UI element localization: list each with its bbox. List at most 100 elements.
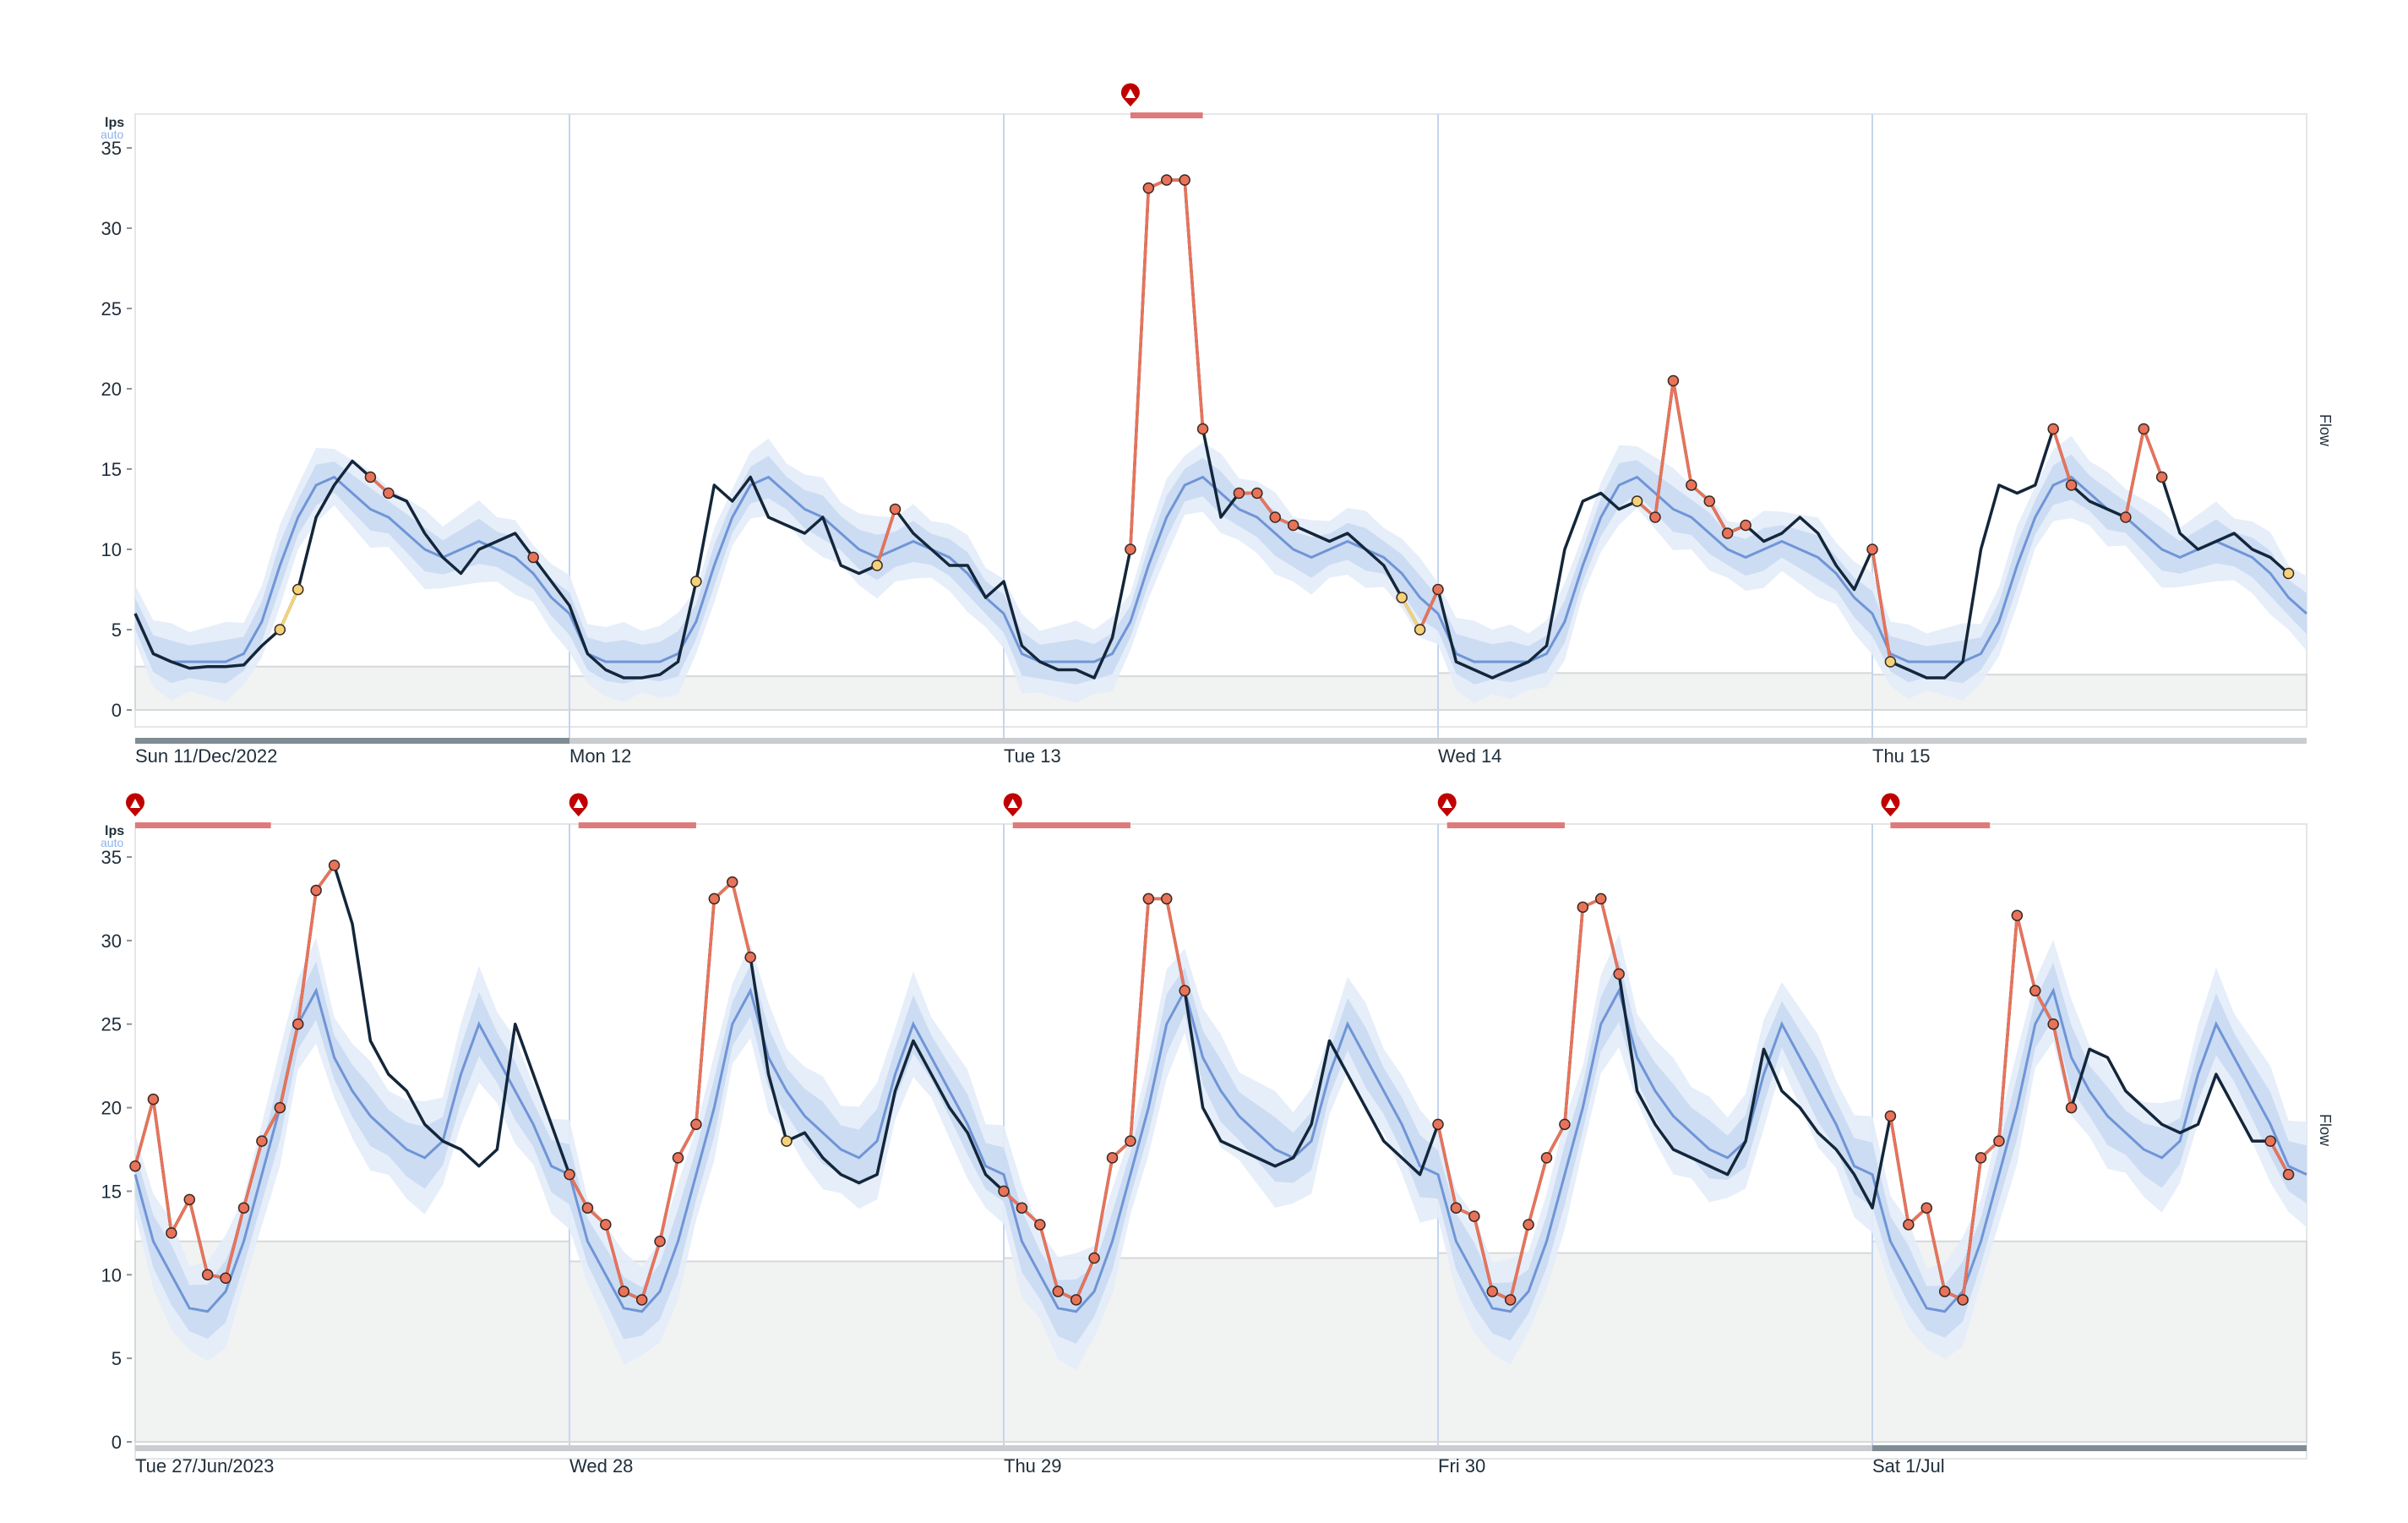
y-scale-mode[interactable]: auto (101, 836, 123, 849)
alarm-marker-icon[interactable] (569, 793, 588, 816)
day-range-bar[interactable] (569, 1445, 1004, 1451)
anomaly-point-high[interactable] (1595, 893, 1607, 905)
anomaly-point-high[interactable] (1161, 893, 1173, 905)
anomaly-point-high[interactable] (744, 951, 756, 963)
anomaly-point-high[interactable] (1034, 1219, 1046, 1231)
anomaly-point-low[interactable] (1884, 656, 1897, 668)
anomaly-point-high[interactable] (256, 1135, 268, 1147)
alarm-duration-bar[interactable] (1890, 822, 1991, 828)
anomaly-point-high[interactable] (1088, 1252, 1100, 1264)
anomaly-point-high[interactable] (708, 893, 721, 905)
anomaly-point-high[interactable] (1504, 1294, 1517, 1306)
anomaly-point-high[interactable] (220, 1272, 232, 1284)
anomaly-point-high[interactable] (2155, 471, 2168, 483)
anomaly-point-high[interactable] (274, 1101, 286, 1114)
anomaly-point-low[interactable] (1396, 592, 1408, 603)
anomaly-point-high[interactable] (2120, 511, 2132, 523)
day-range-bar[interactable] (1438, 1445, 1872, 1451)
anomaly-point-high[interactable] (581, 1202, 594, 1214)
anomaly-point-high[interactable] (690, 1118, 702, 1131)
anomaly-point-high[interactable] (2065, 1101, 2078, 1114)
anomaly-point-high[interactable] (1179, 174, 1190, 186)
anomaly-point-high[interactable] (1070, 1294, 1082, 1306)
anomaly-point-high[interactable] (1432, 583, 1444, 596)
anomaly-point-high[interactable] (889, 503, 902, 516)
anomaly-point-low[interactable] (274, 624, 286, 636)
anomaly-point-high[interactable] (2029, 985, 2041, 996)
anomaly-point-high[interactable] (383, 487, 395, 499)
y-scale-mode[interactable]: auto (101, 128, 123, 141)
anomaly-point-high[interactable] (1125, 1135, 1136, 1147)
alarm-marker-icon[interactable] (1437, 793, 1457, 816)
anomaly-point-high[interactable] (618, 1286, 629, 1297)
anomaly-point-high[interactable] (1884, 1110, 1897, 1122)
alarm-duration-bar[interactable] (135, 822, 271, 828)
anomaly-point-high[interactable] (1957, 1294, 1969, 1306)
anomaly-point-high[interactable] (1740, 519, 1752, 532)
alarm-duration-bar[interactable] (1012, 822, 1130, 828)
anomaly-point-low[interactable] (1414, 624, 1426, 636)
anomaly-point-high[interactable] (1251, 487, 1263, 499)
day-range-bar[interactable] (569, 738, 1004, 744)
anomaly-point-high[interactable] (1432, 1118, 1444, 1131)
day-label[interactable]: Thu 29 (1004, 1455, 1062, 1477)
day-label[interactable]: Tue 13 (1004, 745, 1061, 767)
anomaly-point-high[interactable] (1450, 1202, 1463, 1214)
day-label[interactable]: Fri 30 (1438, 1455, 1485, 1477)
anomaly-point-high[interactable] (654, 1235, 666, 1247)
anomaly-point-high[interactable] (1903, 1219, 1915, 1231)
anomaly-point-high[interactable] (1233, 487, 1245, 499)
anomaly-point-high[interactable] (1161, 174, 1173, 186)
alarm-marker-icon[interactable] (1120, 83, 1140, 106)
anomaly-point-high[interactable] (1703, 495, 1715, 507)
anomaly-point-high[interactable] (1016, 1202, 1028, 1214)
anomaly-point-high[interactable] (1540, 1152, 1553, 1164)
anomaly-point-high[interactable] (1196, 423, 1209, 435)
anomaly-point-high[interactable] (1125, 543, 1136, 555)
anomaly-point-low[interactable] (2282, 567, 2295, 580)
anomaly-point-high[interactable] (1866, 543, 1878, 555)
day-label[interactable]: Wed 28 (569, 1455, 633, 1477)
anomaly-point-high[interactable] (564, 1168, 575, 1181)
anomaly-point-high[interactable] (1269, 511, 1281, 523)
anomaly-point-high[interactable] (201, 1269, 214, 1281)
day-range-bar[interactable] (135, 1445, 569, 1451)
anomaly-point-high[interactable] (147, 1093, 160, 1105)
anomaly-point-high[interactable] (2282, 1168, 2295, 1181)
anomaly-point-high[interactable] (1486, 1286, 1498, 1297)
anomaly-point-high[interactable] (2065, 479, 2078, 491)
anomaly-point-high[interactable] (1287, 519, 1299, 532)
anomaly-point-high[interactable] (1938, 1286, 1951, 1297)
anomaly-point-high[interactable] (1559, 1118, 1571, 1131)
anomaly-point-high[interactable] (998, 1185, 1010, 1198)
anomaly-point-low[interactable] (1631, 495, 1643, 507)
alarm-marker-icon[interactable] (1881, 793, 1900, 816)
anomaly-point-low[interactable] (292, 583, 304, 596)
anomaly-point-high[interactable] (1920, 1202, 1932, 1214)
anomaly-point-high[interactable] (292, 1018, 304, 1030)
anomaly-point-high[interactable] (1577, 901, 1589, 914)
alarm-duration-bar[interactable] (1130, 112, 1203, 118)
day-range-bar[interactable] (1004, 738, 1438, 744)
anomaly-point-high[interactable] (2047, 423, 2059, 435)
anomaly-point-high[interactable] (166, 1227, 177, 1239)
day-label[interactable]: Sun 11/Dec/2022 (135, 745, 277, 767)
anomaly-point-high[interactable] (635, 1294, 648, 1306)
anomaly-point-low[interactable] (871, 560, 883, 571)
day-label[interactable]: Mon 12 (569, 745, 631, 767)
anomaly-point-high[interactable] (237, 1202, 250, 1214)
anomaly-point-high[interactable] (1649, 511, 1661, 523)
anomaly-point-high[interactable] (1686, 479, 1697, 491)
anomaly-point-high[interactable] (129, 1160, 141, 1172)
anomaly-point-high[interactable] (2264, 1135, 2276, 1147)
alarm-marker-icon[interactable] (126, 793, 144, 816)
anomaly-point-high[interactable] (527, 551, 539, 564)
anomaly-point-high[interactable] (183, 1193, 195, 1206)
day-range-bar[interactable] (1438, 738, 1872, 744)
day-range-bar[interactable] (1872, 738, 2307, 744)
anomaly-point-high[interactable] (1106, 1152, 1119, 1164)
anomaly-point-high[interactable] (2138, 423, 2149, 435)
anomaly-point-high[interactable] (600, 1219, 612, 1231)
anomaly-point-high[interactable] (310, 884, 322, 897)
anomaly-point-high[interactable] (1142, 182, 1155, 194)
